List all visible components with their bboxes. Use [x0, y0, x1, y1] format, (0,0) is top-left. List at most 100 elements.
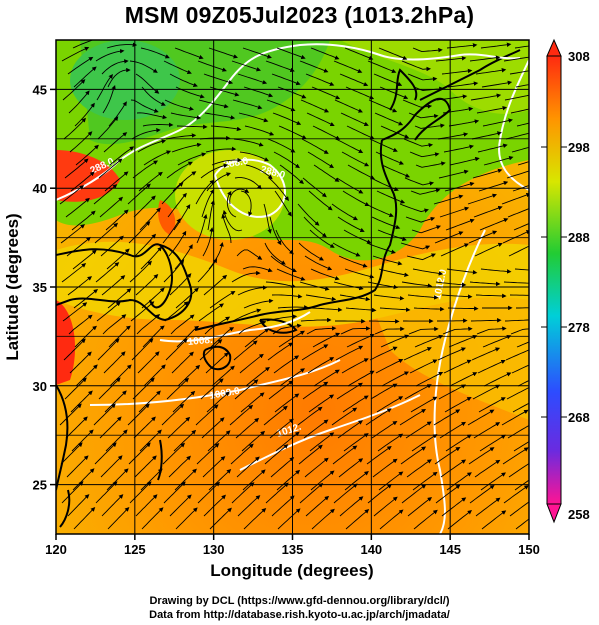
colorbar-label: 298 [568, 140, 590, 155]
streamline [312, 125, 341, 140]
streamline [59, 403, 82, 426]
streamline [400, 446, 427, 465]
streamline [67, 56, 94, 75]
streamline [414, 123, 445, 129]
streamline [61, 263, 87, 283]
streamline [75, 144, 99, 166]
streamline [167, 192, 187, 218]
streamline [338, 458, 364, 478]
streamline [305, 294, 337, 302]
streamline [106, 42, 138, 49]
streamline [470, 93, 502, 101]
streamline [300, 317, 332, 323]
streamline [245, 164, 273, 180]
streamline [405, 216, 436, 223]
streamline [63, 338, 86, 361]
streamline [104, 390, 127, 413]
y-tick-label: 40 [33, 181, 47, 196]
streamline [343, 229, 372, 244]
streamline [243, 86, 274, 98]
streamline [440, 243, 469, 257]
streamline [503, 485, 529, 504]
streamline [441, 68, 473, 75]
streamline [379, 86, 409, 100]
streamline [105, 209, 129, 231]
streamline [342, 395, 369, 413]
streamline [370, 383, 398, 400]
streamline [269, 216, 282, 246]
streamline [433, 409, 461, 426]
x-tick-label: 140 [360, 542, 382, 557]
streamline [207, 199, 215, 231]
streamline [505, 349, 529, 361]
streamline [399, 408, 427, 426]
streamline [265, 482, 289, 504]
streamline [199, 339, 223, 361]
streamline [404, 177, 435, 186]
streamline [480, 472, 506, 491]
streamline [136, 314, 161, 335]
streamline [343, 433, 369, 452]
streamline [135, 494, 158, 517]
streamline [333, 60, 363, 73]
streamline [140, 246, 162, 270]
streamline [444, 181, 475, 192]
streamline [410, 396, 438, 413]
streamline [139, 207, 161, 231]
streamline [105, 429, 128, 452]
streamline [99, 196, 124, 218]
x-tick-label: 130 [203, 542, 225, 557]
streamline [273, 355, 300, 374]
streamline [513, 223, 529, 231]
streamline [507, 208, 529, 218]
streamline [73, 506, 96, 530]
streamline [298, 444, 323, 465]
streamline [513, 441, 529, 452]
streamline [175, 287, 199, 309]
streamline [133, 195, 156, 218]
streamline [230, 443, 254, 465]
streamline [407, 497, 433, 517]
streamline [236, 249, 263, 260]
x-axis: 120 125 130 135 140 145 150 [45, 534, 540, 557]
streamline [234, 177, 262, 190]
streamline [378, 471, 404, 491]
streamline [172, 171, 197, 192]
y-axis: 25 30 35 40 45 [33, 82, 56, 493]
streamline [333, 281, 364, 291]
streamline [242, 47, 272, 59]
streamline [436, 94, 468, 101]
streamline [299, 60, 329, 73]
streamline [308, 190, 333, 211]
streamline [109, 146, 135, 166]
streamline [438, 384, 466, 400]
streamline [346, 125, 375, 140]
streamline [244, 125, 275, 136]
colorbar-min-arrow [546, 503, 562, 524]
streamline [74, 102, 95, 127]
streamline [468, 447, 495, 465]
streamline [198, 303, 224, 322]
streamline [137, 139, 167, 153]
streamline [512, 184, 529, 192]
contour-label: 288.0 [223, 156, 250, 171]
streamline [409, 359, 438, 374]
streamline [447, 306, 479, 311]
streamline [210, 327, 235, 348]
footer-credit-dcl: Drawing by DCL (https://www.gfd-dennou.o… [149, 595, 450, 607]
streamline [243, 298, 274, 309]
streamline [99, 416, 122, 439]
streamline [270, 457, 295, 478]
streamline [72, 40, 102, 49]
streamline [61, 46, 90, 62]
streamline [368, 99, 398, 113]
streamline [379, 509, 404, 530]
streamline [372, 458, 398, 478]
streamline [103, 351, 126, 374]
streamline [73, 66, 97, 88]
streamline [65, 416, 88, 439]
streamline [60, 224, 86, 244]
streamline [304, 255, 333, 271]
streamline [297, 406, 323, 426]
streamline [501, 409, 529, 426]
